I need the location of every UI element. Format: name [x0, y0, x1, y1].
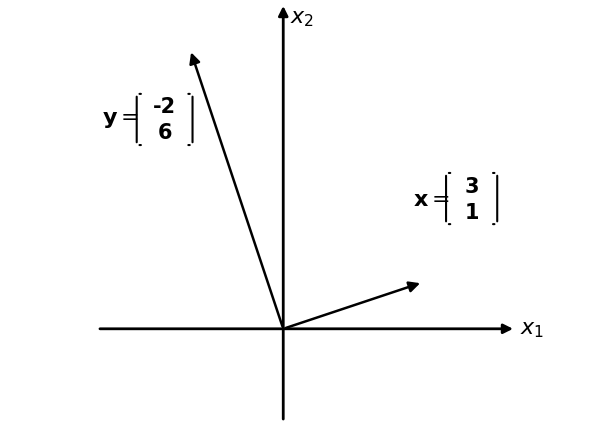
Text: 1: 1 — [465, 202, 479, 222]
Text: $x_2$: $x_2$ — [290, 9, 314, 29]
Text: $\mathbf{x}=$: $\mathbf{x}=$ — [414, 189, 451, 209]
Text: 3: 3 — [465, 176, 479, 196]
Text: $x_1$: $x_1$ — [520, 319, 544, 339]
Text: -2: -2 — [153, 97, 176, 117]
Text: 6: 6 — [158, 123, 172, 143]
Text: $\mathbf{y}=$: $\mathbf{y}=$ — [102, 110, 139, 130]
